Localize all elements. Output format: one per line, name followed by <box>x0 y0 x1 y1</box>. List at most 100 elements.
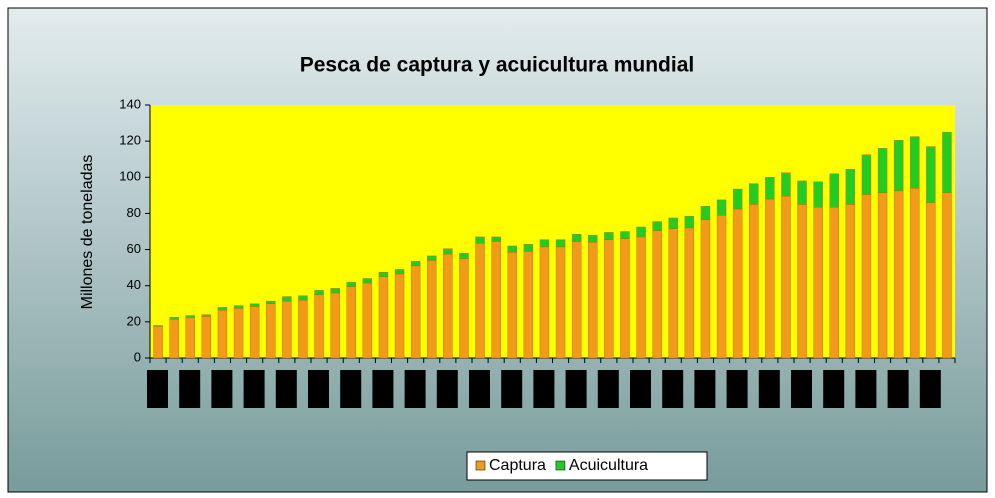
bar-segment <box>185 317 195 359</box>
bar-segment <box>781 172 791 197</box>
bar-segment <box>845 204 856 359</box>
bar-segment <box>507 252 517 359</box>
redacted-label <box>565 370 587 408</box>
legend <box>466 451 708 481</box>
legend-swatch <box>475 460 486 471</box>
redacted-label <box>243 370 265 408</box>
y-tick-label: 100 <box>119 169 141 184</box>
bar-segment <box>266 303 276 359</box>
bar-segment <box>475 236 485 244</box>
bar-segment <box>410 261 421 267</box>
chart-title: Pesca de captura y acuicultura mundial <box>300 54 694 77</box>
bar-segment <box>942 192 952 359</box>
legend-swatch <box>555 460 566 471</box>
bar-segment <box>394 269 405 275</box>
bar-segment <box>249 303 260 307</box>
bar-segment <box>604 232 614 240</box>
y-tick-label: 60 <box>127 241 141 256</box>
bar-segment <box>829 206 839 359</box>
bar-segment <box>475 243 485 359</box>
redacted-label <box>694 370 716 408</box>
bar-segment <box>555 239 566 248</box>
redacted-label <box>275 370 297 408</box>
bar-segment <box>877 192 888 359</box>
bar-segment <box>378 276 389 359</box>
redacted-label <box>758 370 780 408</box>
bar-segment <box>459 252 469 259</box>
redacted-label <box>404 370 426 408</box>
y-tick-label: 120 <box>119 133 141 148</box>
bar-segment <box>684 215 695 229</box>
redacted-label <box>179 370 201 408</box>
redacted-label <box>823 370 845 408</box>
bar-segment <box>877 148 888 193</box>
redacted-label <box>855 370 877 408</box>
bar-segment <box>427 255 437 261</box>
bar-segment <box>571 241 582 359</box>
y-tick-label: 40 <box>127 277 141 292</box>
redacted-label <box>147 370 168 408</box>
bar-segment <box>507 245 517 253</box>
bar-segment <box>346 286 356 359</box>
bar-segment <box>217 307 228 311</box>
bar-segment <box>153 326 163 359</box>
bar-segment <box>636 226 646 238</box>
bar-segment <box>185 315 195 318</box>
bar-segment <box>716 199 727 216</box>
bar-segment <box>233 305 244 309</box>
bar-segment <box>169 318 179 359</box>
bar-segment <box>201 314 212 317</box>
bar-segment <box>266 300 276 304</box>
bar-segment <box>716 215 727 359</box>
bar-segment <box>749 204 759 359</box>
bar-segment <box>861 154 872 195</box>
bar-segment <box>926 146 936 203</box>
bar-segment <box>298 299 308 359</box>
y-tick-label: 140 <box>119 96 141 111</box>
bar-segment <box>765 177 775 200</box>
y-tick-label: 80 <box>127 205 141 220</box>
bar-segment <box>813 206 823 359</box>
bar-segment <box>636 236 646 359</box>
y-tick-label: 20 <box>127 313 141 328</box>
redacted-label <box>308 370 329 408</box>
bar-segment <box>797 180 807 205</box>
redacted-label <box>469 370 490 408</box>
redacted-label <box>533 370 555 408</box>
bar-segment <box>443 248 453 255</box>
bar-segment <box>217 309 228 359</box>
bar-segment <box>169 317 179 320</box>
bar-segment <box>893 190 904 359</box>
bar-segment <box>282 300 292 359</box>
y-axis-label: Millones de toneladas <box>79 155 96 310</box>
bar-segment <box>539 246 550 359</box>
redacted-label <box>887 370 909 408</box>
bar-segment <box>394 273 405 359</box>
bar-segment <box>346 281 356 287</box>
bar-segment <box>668 217 678 229</box>
bar-segment <box>571 234 582 242</box>
redacted-label <box>372 370 394 408</box>
bar-segment <box>153 325 163 327</box>
bar-segment <box>427 260 437 359</box>
bar-segment <box>314 290 324 295</box>
bar-segment <box>330 292 340 359</box>
bar-segment <box>282 296 292 302</box>
bar-segment <box>620 238 630 359</box>
redacted-label <box>726 370 748 408</box>
bar-segment <box>749 183 759 205</box>
redacted-label <box>630 370 651 408</box>
bar-segment <box>700 205 711 220</box>
bar-segment <box>378 271 389 277</box>
redacted-label <box>919 370 941 408</box>
bar-segment <box>491 236 501 242</box>
bar-segment <box>539 239 550 248</box>
bar-segment <box>604 239 614 359</box>
bar-segment <box>459 258 469 359</box>
bar-segment <box>765 198 775 359</box>
bar-segment <box>330 288 340 294</box>
bar-segment <box>910 136 920 189</box>
bar-segment <box>926 202 936 359</box>
y-tick-label: 0 <box>134 349 141 364</box>
bar-segment <box>781 196 791 359</box>
